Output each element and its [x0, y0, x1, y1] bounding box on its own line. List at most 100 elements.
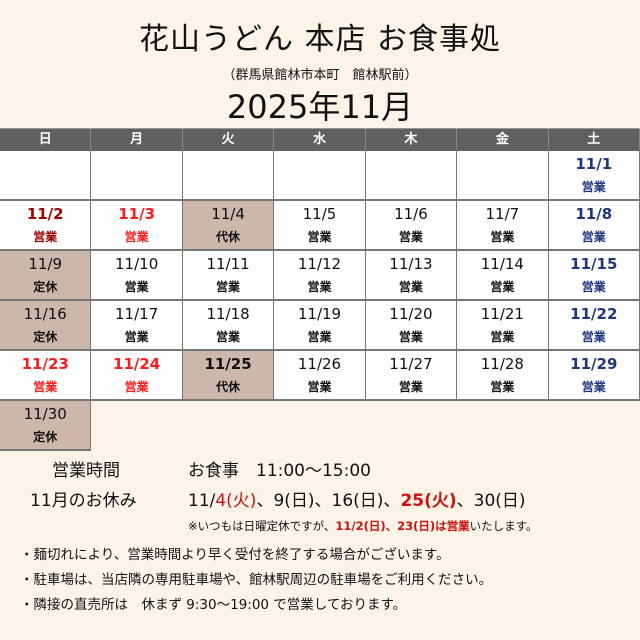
day-status: 営業 [398, 330, 423, 344]
day-cell: 11/17 営業 [91, 301, 183, 351]
day-status: 営業 [490, 380, 515, 394]
day-status: 営業 [581, 280, 606, 294]
day-date: 11/17 [115, 305, 159, 323]
empty-cell [365, 151, 458, 201]
text: ※いつもは日曜定休ですが、 [188, 519, 336, 533]
day-cell: 11/18 営業 [182, 301, 275, 351]
day-date: 11/4 [211, 205, 245, 223]
day-date: 11/15 [570, 255, 618, 273]
day-date: 11/11 [206, 255, 250, 273]
day-cell: 11/15 営業 [548, 251, 640, 301]
weekday-header: 火 [182, 129, 275, 151]
day-date: 11/27 [389, 355, 433, 373]
text: 、9(日)、16(日)、 [256, 491, 401, 511]
day-status: 営業 [581, 380, 606, 394]
bullet: ・麺切れにより、営業時間より早く受付を終了する場合がございます。 [20, 547, 450, 563]
day-status: 営業 [124, 230, 149, 244]
day-status: 営業 [33, 230, 58, 244]
weekday-header: 土 [548, 129, 640, 151]
weekday-header: 木 [365, 129, 458, 151]
day-cell: 11/20 営業 [365, 301, 458, 351]
day-date: 11/22 [570, 305, 618, 323]
day-cell: 11/30 定休 [0, 401, 92, 451]
day-date: 11/5 [302, 205, 337, 223]
holidays-list: 11/4(火)、9(日)、16(日)、25(火)、30(日) [188, 486, 526, 511]
day-date: 11/30 [23, 405, 67, 423]
day-status: 営業 [490, 280, 515, 294]
day-cell: 11/23 営業 [0, 351, 92, 401]
page-title: 花山うどん 本店 お食事処 [138, 22, 502, 57]
day-cell: 11/28 営業 [457, 351, 549, 401]
day-cell: 11/10 営業 [91, 251, 183, 301]
day-cell: 11/3 営業 [91, 201, 183, 251]
day-date: 11/3 [118, 205, 156, 223]
weekday-header: 水 [274, 129, 366, 151]
day-date: 11/21 [480, 305, 524, 323]
day-cell: 11/24 営業 [91, 351, 183, 401]
bullet: ・隣接の直売所は 休まず 9:30～19:00 で営業しております。 [20, 597, 407, 613]
day-cell: 11/14 営業 [457, 251, 549, 301]
day-date: 11/2 [26, 205, 64, 223]
day-status: 営業 [216, 330, 241, 344]
day-date: 11/16 [23, 305, 67, 323]
empty-cell [274, 151, 366, 201]
location: （群馬県館林市本町 館林駅前） [222, 68, 418, 83]
day-status: 営業 [490, 330, 515, 344]
text: いたします。 [469, 519, 538, 533]
day-status: 営業 [307, 330, 332, 344]
day-date: 11/18 [206, 305, 250, 323]
day-date: 11/24 [113, 355, 161, 373]
weekday-header: 月 [91, 129, 183, 151]
day-cell: 11/6 営業 [365, 201, 458, 251]
day-date: 11/7 [485, 205, 520, 223]
day-date: 11/28 [480, 355, 524, 373]
day-status: 代休 [216, 380, 241, 394]
day-status: 営業 [398, 380, 423, 394]
calendar: 日月火水木金土 11/1 営業 11/2 営業 11/3 営業 11/4 代休 11/5 営業 11/… [0, 128, 640, 451]
day-date: 11/20 [389, 305, 433, 323]
day-date: 11/29 [570, 355, 618, 373]
day-cell: 11/29 営業 [548, 351, 640, 401]
day-status: 営業 [581, 330, 606, 344]
day-status: 営業 [216, 280, 241, 294]
day-status: 営業 [398, 280, 423, 294]
holidays-label: 11月のお休み [30, 491, 137, 511]
day-date: 11/8 [575, 205, 613, 223]
day-cell: 11/19 営業 [274, 301, 366, 351]
day-status: 営業 [581, 180, 606, 194]
day-status: 定休 [33, 280, 58, 294]
day-cell: 11/4 代休 [182, 201, 275, 251]
day-status: 定休 [33, 430, 58, 444]
day-cell: 11/13 営業 [365, 251, 458, 301]
day-cell: 11/11 営業 [182, 251, 275, 301]
day-status: 営業 [124, 330, 149, 344]
day-date: 11/14 [480, 255, 524, 273]
day-status: 営業 [581, 230, 606, 244]
bullet: ・駐車場は、当店隣の専用駐車場や、館林駅周辺の駐車場をご利用ください。 [20, 572, 493, 588]
day-status: 定休 [33, 330, 58, 344]
day-cell: 11/25 代休 [182, 351, 275, 401]
text: 、30(日) [456, 491, 526, 511]
day-status: 営業 [124, 380, 149, 394]
day-status: 営業 [490, 230, 515, 244]
day-cell: 11/21 営業 [457, 301, 549, 351]
day-cell: 11/22 営業 [548, 301, 640, 351]
weekday-header: 日 [0, 129, 92, 151]
weekday-header: 金 [457, 129, 549, 151]
empty-cell [0, 151, 92, 201]
text: 11/2(日)、23(日)は営業 [335, 519, 470, 533]
hours-label: 営業時間 [52, 461, 120, 481]
day-cell: 11/8 営業 [548, 201, 640, 251]
day-date: 11/10 [115, 255, 159, 273]
day-cell: 11/12 営業 [274, 251, 366, 301]
empty-cell [182, 151, 275, 201]
day-date: 11/12 [297, 255, 342, 273]
day-cell: 11/9 定休 [0, 251, 92, 301]
empty-cell [91, 151, 183, 201]
day-cell: 11/5 営業 [274, 201, 366, 251]
day-date: 11/1 [575, 155, 613, 173]
hours-value: お食事 11:00～15:00 [188, 461, 371, 481]
note: ※いつもは日曜定休ですが、11/2(日)、23(日)は営業いたします。 [188, 518, 538, 534]
day-cell: 11/27 営業 [365, 351, 458, 401]
day-status: 営業 [307, 280, 332, 294]
